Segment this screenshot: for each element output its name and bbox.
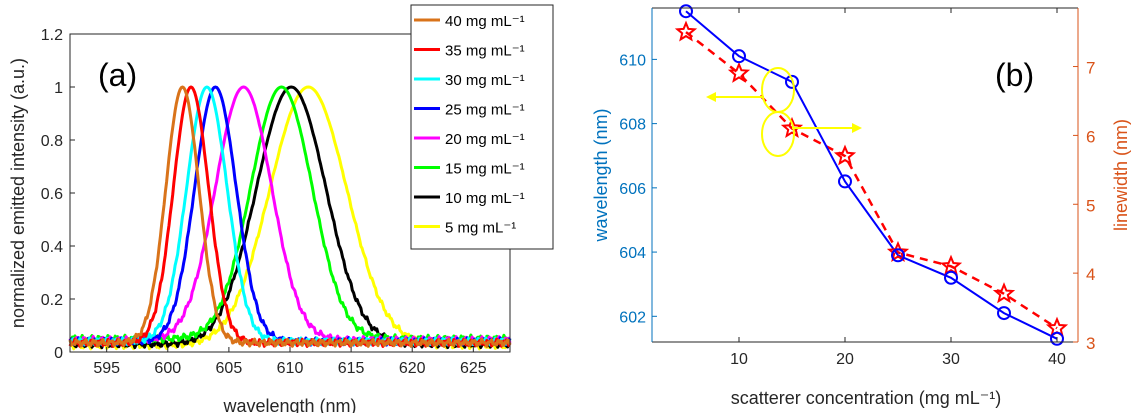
x-tick-label: 20: [836, 351, 854, 368]
panel-a-y-axis-label: normalized emitted intensity (a.u.): [8, 58, 28, 328]
panel-a-legend: 40 mg mL⁻¹ 35 mg mL⁻¹ 30 mg mL⁻¹ 25 mg mL⁻¹…: [411, 5, 553, 249]
y-tick-label: 0.2: [41, 292, 63, 309]
legend-entry: 40 mg mL⁻¹: [445, 13, 525, 30]
y-tick-label: 1.2: [41, 27, 63, 44]
panel-a-x-axis-label: wavelength (nm): [222, 396, 356, 413]
left-y-tick-label: 610: [619, 52, 646, 69]
panel-b-x-axis-label: scatterer concentration (mg mL⁻¹): [731, 388, 1002, 408]
panel-b-left-y-ticks: 602 604 606 608 610: [619, 52, 657, 326]
right-y-tick-label: 3: [1086, 334, 1095, 353]
legend-entry: 5 mg mL⁻¹: [445, 220, 516, 237]
legend-entry: 30 mg mL⁻¹: [445, 72, 525, 89]
legend-entry: 15 mg mL⁻¹: [445, 161, 525, 178]
legend-entry: 20 mg mL⁻¹: [445, 131, 525, 148]
panel-a: 595 600 605 610 615 620 625 00.20.40.60.811.2 …: [8, 5, 553, 413]
y-tick-label: 1: [54, 80, 63, 97]
right-y-tick-label: 7: [1086, 59, 1095, 78]
y-tick-label: 0.8: [41, 133, 63, 150]
x-tick-label: 30: [942, 351, 960, 368]
left-y-tick-label: 606: [619, 181, 646, 198]
left-y-tick-label: 608: [619, 117, 646, 134]
panel-b-left-y-axis-label: wavelength (nm): [591, 108, 611, 242]
panel-b: 10 20 30 40 602 604 606 608 610 3 4 5 6 7 (b) scatt…: [591, 5, 1131, 408]
panel-b-right-y-axis-label: linewidth (nm): [1111, 119, 1131, 231]
legend-entry: 25 mg mL⁻¹: [445, 102, 525, 119]
y-tick-label: 0.6: [41, 186, 63, 203]
panel-b-label: (b): [995, 57, 1034, 93]
x-tick-label: 605: [216, 360, 243, 377]
left-y-tick-label: 602: [619, 309, 646, 326]
x-tick-label: 10: [730, 351, 748, 368]
right-y-tick-label: 5: [1086, 196, 1095, 215]
right-y-tick-label: 6: [1086, 127, 1095, 146]
x-tick-label: 615: [338, 360, 365, 377]
x-tick-label: 40: [1048, 351, 1066, 368]
x-tick-label: 620: [399, 360, 426, 377]
right-y-tick-label: 4: [1086, 265, 1095, 284]
x-tick-label: 595: [93, 360, 120, 377]
panel-a-label: (a): [98, 57, 137, 93]
x-tick-label: 600: [154, 360, 181, 377]
legend-entry: 10 mg mL⁻¹: [445, 190, 525, 207]
x-tick-label: 610: [277, 360, 304, 377]
left-y-tick-label: 604: [619, 245, 646, 262]
y-tick-label: 0: [54, 345, 63, 362]
x-tick-label: 625: [460, 360, 487, 377]
y-tick-label: 0.4: [41, 239, 63, 256]
legend-entry: 35 mg mL⁻¹: [445, 43, 525, 60]
